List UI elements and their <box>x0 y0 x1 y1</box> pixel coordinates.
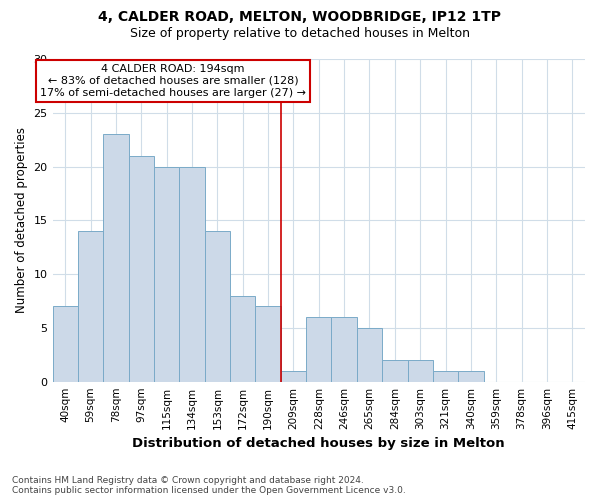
Bar <box>382 360 407 382</box>
Bar <box>230 296 256 382</box>
Bar <box>103 134 128 382</box>
Y-axis label: Number of detached properties: Number of detached properties <box>15 128 28 314</box>
X-axis label: Distribution of detached houses by size in Melton: Distribution of detached houses by size … <box>133 437 505 450</box>
Text: Contains HM Land Registry data © Crown copyright and database right 2024.
Contai: Contains HM Land Registry data © Crown c… <box>12 476 406 495</box>
Bar <box>331 317 357 382</box>
Text: Size of property relative to detached houses in Melton: Size of property relative to detached ho… <box>130 28 470 40</box>
Bar <box>53 306 78 382</box>
Bar <box>433 371 458 382</box>
Bar <box>205 231 230 382</box>
Bar <box>256 306 281 382</box>
Bar <box>128 156 154 382</box>
Bar <box>78 231 103 382</box>
Text: 4 CALDER ROAD: 194sqm
← 83% of detached houses are smaller (128)
17% of semi-det: 4 CALDER ROAD: 194sqm ← 83% of detached … <box>40 64 306 98</box>
Bar <box>407 360 433 382</box>
Bar <box>179 166 205 382</box>
Text: 4, CALDER ROAD, MELTON, WOODBRIDGE, IP12 1TP: 4, CALDER ROAD, MELTON, WOODBRIDGE, IP12… <box>98 10 502 24</box>
Bar <box>281 371 306 382</box>
Bar <box>357 328 382 382</box>
Bar <box>154 166 179 382</box>
Bar <box>306 317 331 382</box>
Bar <box>458 371 484 382</box>
